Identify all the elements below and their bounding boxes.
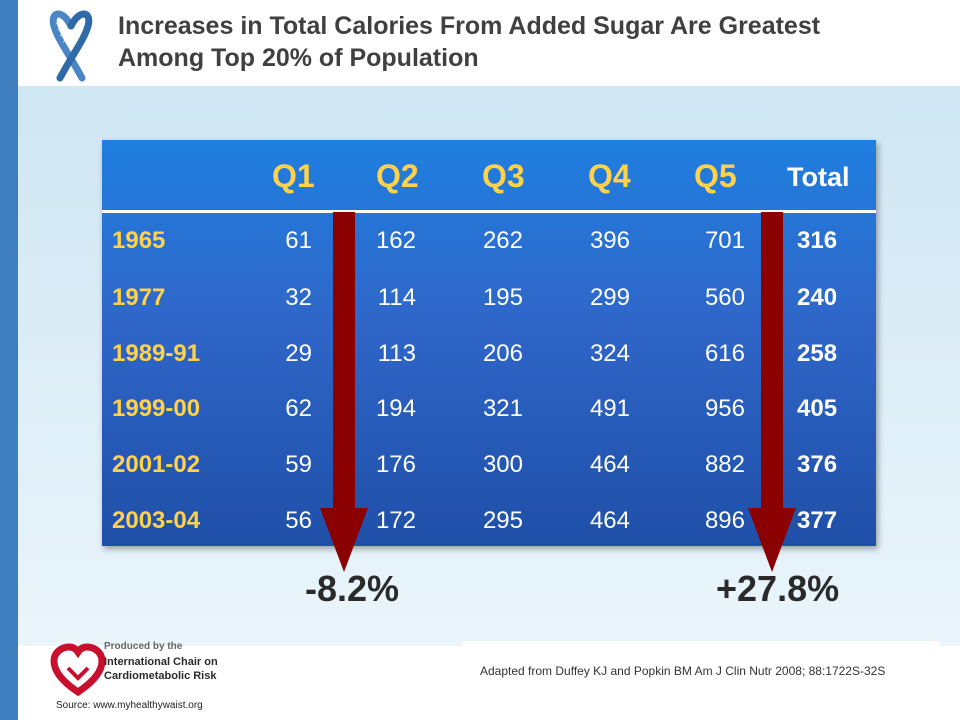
title-line-1: Increases in Total Calories From Added S… <box>118 12 821 40</box>
table-cell-q5: 882 <box>704 451 745 478</box>
table-cell-q4: 464 <box>589 507 630 534</box>
table-cell-q4: 299 <box>589 284 630 311</box>
header <box>18 0 960 86</box>
header-divider <box>102 210 876 213</box>
table-cell-q3: 262 <box>482 227 523 254</box>
table-cell-total: 405 <box>797 395 838 422</box>
row-label: 2003-04 <box>112 507 201 534</box>
title-line-2: Among Top 20% of Population <box>118 44 479 72</box>
table-cell-q1: 59 <box>285 451 312 478</box>
q5-down-arrow <box>748 212 796 572</box>
q1-change-label: -8.2% <box>305 568 400 609</box>
logo-line-3: Cardiometabolic Risk <box>104 670 217 682</box>
table-cell-q5: 956 <box>704 395 745 422</box>
table-cell-q4: 396 <box>589 227 630 254</box>
col-header-q3: Q3 <box>482 158 525 194</box>
table-cell-q3: 295 <box>482 507 523 534</box>
row-label: 2001-02 <box>112 451 201 478</box>
table-cell-q2: 162 <box>375 227 416 254</box>
table-cell-q5: 616 <box>704 340 745 367</box>
row-label: 1977 <box>112 284 166 311</box>
table-cell-q2: 194 <box>375 395 416 422</box>
data-table-panel <box>102 140 876 546</box>
row-label: 1999-00 <box>112 395 201 422</box>
citation-box <box>462 641 940 697</box>
col-header-q2: Q2 <box>376 158 419 194</box>
col-header-q5: Q5 <box>694 158 737 194</box>
table-cell-total: 240 <box>797 284 838 311</box>
table-cell-total: 258 <box>797 340 838 367</box>
table-cell-q4: 464 <box>589 451 630 478</box>
logo <box>50 643 106 697</box>
q5-change-label: +27.8% <box>716 568 840 609</box>
citation-text: Adapted from Duffey KJ and Popkin BM Am … <box>480 664 886 678</box>
row-label: 1989-91 <box>112 340 201 367</box>
table-cell-q4: 491 <box>589 395 630 422</box>
table-cell-q1: 29 <box>285 340 312 367</box>
table-cell-q2: 113 <box>377 340 416 367</box>
col-header-q4: Q4 <box>588 158 631 194</box>
table-cell-q2: 172 <box>375 507 416 534</box>
left-accent-bar <box>0 0 18 720</box>
table-cell-q5: 701 <box>704 227 745 254</box>
table-cell-q1: 62 <box>285 395 312 422</box>
table-cell-q1: 61 <box>285 227 312 254</box>
logo-line-1: Produced by the <box>104 641 183 652</box>
table-cell-q1: 56 <box>285 507 312 534</box>
logo-line-2: International Chair on <box>104 656 218 668</box>
table-cell-total: 377 <box>797 507 838 534</box>
table-cell-q3: 300 <box>482 451 523 478</box>
table-cell-q3: 321 <box>482 395 523 422</box>
table-cell-q3: 206 <box>482 340 523 367</box>
table-cell-q5: 896 <box>704 507 745 534</box>
table-cell-q1: 32 <box>285 284 312 311</box>
col-header-total: Total <box>787 162 850 192</box>
table-cell-total: 316 <box>797 227 838 254</box>
page-title: Increases in Total Calories From Added S… <box>118 10 820 74</box>
col-header-q1: Q1 <box>272 158 315 194</box>
source-text: Source: www.myhealthywaist.org <box>56 700 203 711</box>
table-cell-q5: 560 <box>704 284 745 311</box>
table-cell-q2: 176 <box>375 451 416 478</box>
row-label: 1965 <box>112 227 166 254</box>
q1-down-arrow <box>320 212 368 572</box>
table-cell-total: 376 <box>797 451 838 478</box>
table-cell-q4: 324 <box>589 340 630 367</box>
heart-logo-icon <box>50 643 106 697</box>
table-cell-q3: 195 <box>482 284 523 311</box>
tape-ribbon-icon <box>49 10 93 82</box>
table-cell-q2: 114 <box>377 284 416 311</box>
